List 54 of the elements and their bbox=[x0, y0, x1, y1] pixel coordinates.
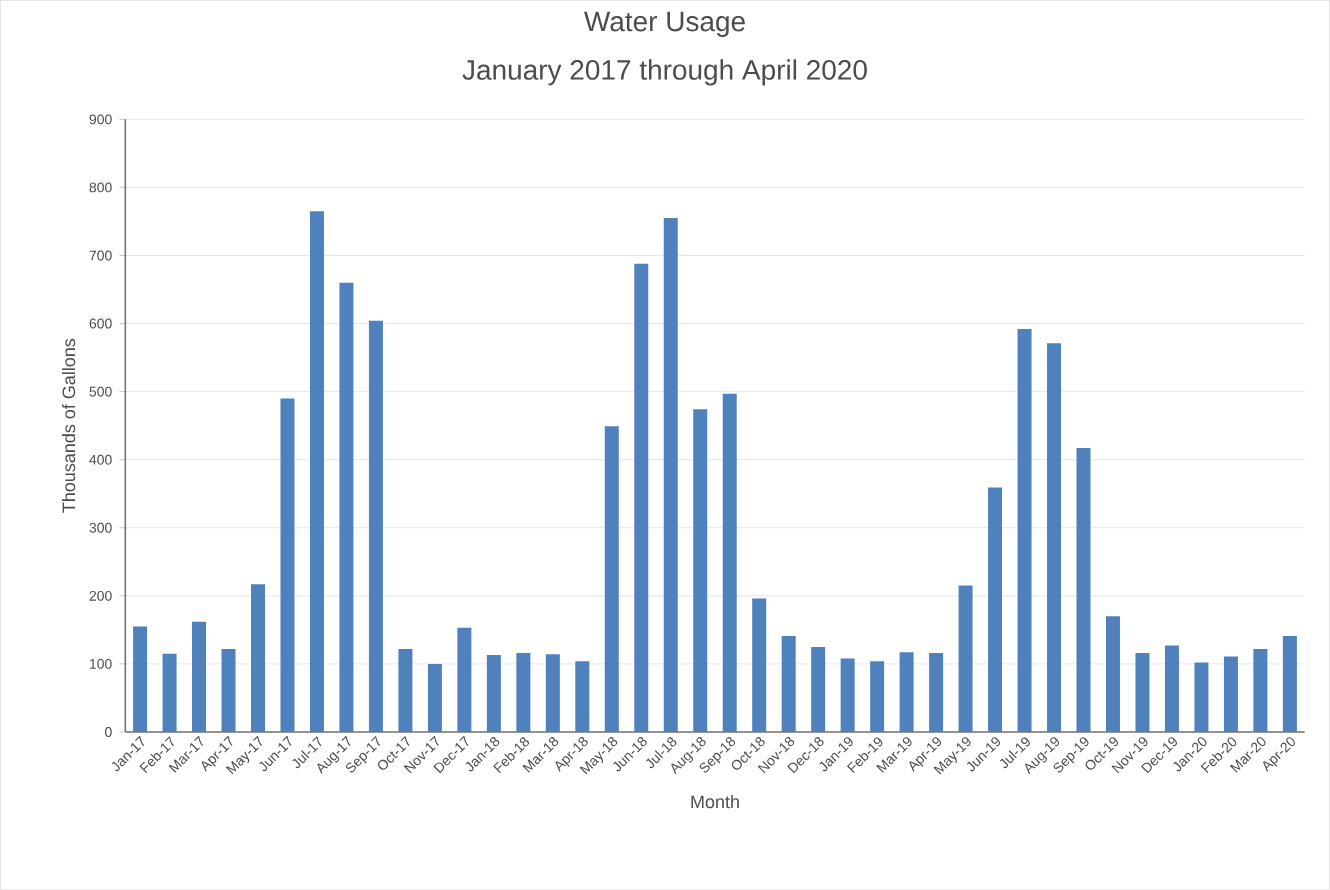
y-tick-label: 600 bbox=[89, 318, 112, 329]
bar bbox=[870, 661, 885, 732]
bar bbox=[604, 426, 619, 732]
bar bbox=[988, 487, 1003, 732]
bar bbox=[398, 648, 413, 732]
bar bbox=[1164, 645, 1179, 732]
bar bbox=[133, 626, 148, 732]
bar bbox=[221, 648, 236, 732]
bar bbox=[1223, 656, 1238, 732]
bar bbox=[1017, 328, 1032, 732]
bar bbox=[1076, 447, 1091, 732]
bar bbox=[899, 652, 914, 732]
y-tick-label: 0 bbox=[105, 726, 112, 737]
bar bbox=[811, 646, 826, 732]
bar bbox=[752, 598, 767, 732]
bar bbox=[929, 652, 944, 732]
bar bbox=[486, 654, 501, 732]
bar bbox=[427, 663, 442, 732]
bar bbox=[192, 621, 207, 732]
bar bbox=[1282, 635, 1297, 732]
chart-subtitle: January 2017 through April 2020 bbox=[462, 59, 867, 86]
bar bbox=[339, 282, 354, 732]
y-tick-label: 200 bbox=[89, 590, 112, 601]
y-tick-label: 100 bbox=[90, 658, 112, 669]
x-axis-title: Month bbox=[691, 794, 739, 809]
y-axis-title: Thousands of Gallons bbox=[61, 338, 76, 513]
bar bbox=[1253, 648, 1268, 732]
y-tick-label: 300 bbox=[89, 522, 112, 533]
y-tick-label: 500 bbox=[89, 386, 112, 397]
bar bbox=[457, 627, 472, 732]
y-tick-label: 800 bbox=[89, 182, 112, 193]
bar bbox=[958, 585, 973, 732]
bar bbox=[251, 584, 265, 732]
bar bbox=[1047, 343, 1062, 732]
chart-title: Water Usage bbox=[584, 11, 745, 37]
bar bbox=[575, 661, 590, 732]
bar bbox=[1135, 652, 1150, 732]
bar bbox=[1105, 616, 1120, 732]
bar bbox=[309, 211, 324, 732]
bar bbox=[1194, 662, 1209, 732]
bar bbox=[693, 409, 708, 732]
bar bbox=[781, 635, 796, 732]
bar bbox=[280, 398, 295, 732]
bar bbox=[516, 652, 531, 732]
bar bbox=[722, 393, 737, 732]
bar bbox=[663, 217, 678, 732]
bar bbox=[162, 653, 177, 732]
bar bbox=[840, 658, 855, 732]
bar bbox=[368, 320, 383, 732]
y-tick-label: 700 bbox=[89, 250, 112, 261]
bar bbox=[634, 263, 649, 732]
bar bbox=[545, 654, 560, 732]
y-tick-label: 900 bbox=[89, 114, 112, 125]
y-tick-label: 400 bbox=[89, 454, 112, 465]
